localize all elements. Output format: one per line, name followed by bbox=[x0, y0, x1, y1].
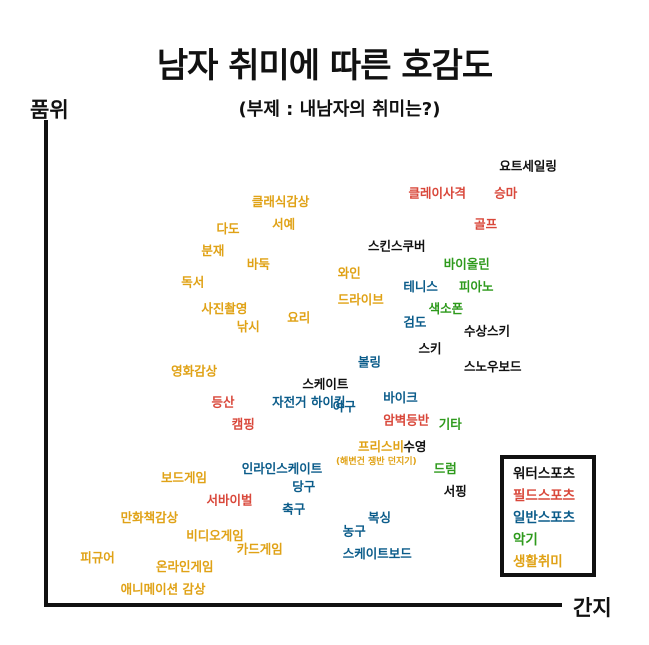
point-label: 등산 bbox=[212, 394, 236, 409]
point-label: 사진촬영 bbox=[201, 301, 247, 316]
legend-item: 악기 bbox=[513, 532, 538, 548]
point-label: 프리스비 bbox=[358, 439, 404, 454]
point-label: 클레이사격 bbox=[408, 185, 466, 200]
point-label: 다도 bbox=[217, 221, 241, 236]
point-label: 서예 bbox=[272, 216, 295, 231]
point-label: 야구 bbox=[333, 399, 357, 414]
point-label: 카드게임 bbox=[237, 541, 283, 556]
point-label: 피아노 bbox=[459, 279, 494, 294]
point-label: 만화책감상 bbox=[121, 510, 179, 525]
point-label: 검도 bbox=[403, 314, 427, 329]
point-label: 스키 bbox=[419, 341, 442, 356]
point-label: 캠핑 bbox=[232, 417, 255, 432]
point-label: 요트세일링 bbox=[499, 159, 557, 174]
point-label: 비디오게임 bbox=[186, 528, 244, 543]
point-label: 스케이트 bbox=[302, 377, 349, 392]
point-label: 보드게임 bbox=[161, 470, 207, 485]
point-label: 볼링 bbox=[358, 354, 381, 369]
point-label: 독서 bbox=[181, 274, 204, 289]
point-label: 피규어 bbox=[80, 550, 115, 565]
point-label: 낚시 bbox=[237, 319, 260, 334]
point-label: 축구 bbox=[282, 501, 306, 516]
chart-title: 남자 취미에 따른 호감도 bbox=[156, 46, 493, 86]
legend-item: 필드스포츠 bbox=[513, 488, 576, 504]
point-label: 농구 bbox=[343, 524, 367, 539]
point-label: 자전거 하이킹 bbox=[272, 394, 345, 409]
legend-item: 일반스포츠 bbox=[513, 510, 576, 526]
point-label: 분재 bbox=[201, 243, 224, 258]
y-axis-label: 품위 bbox=[30, 98, 69, 122]
point-label: 바이크 bbox=[383, 390, 418, 405]
chart-subtitle: (부제 : 내남자의 취미는?) bbox=[238, 99, 441, 120]
point-label: 복싱 bbox=[368, 510, 391, 525]
point-label: 바둑 bbox=[247, 257, 271, 272]
annotation-label: (해변건 쟁반 던지기) bbox=[336, 455, 417, 467]
point-label: 드럼 bbox=[434, 461, 457, 476]
point-label: 인라인스케이트 bbox=[242, 461, 323, 476]
point-label: 온라인게임 bbox=[156, 559, 214, 574]
point-label: 기타 bbox=[439, 417, 463, 432]
point-label: 영화감상 bbox=[171, 363, 218, 378]
point-label: 승마 bbox=[494, 185, 518, 200]
point-label: 서바이벌 bbox=[206, 492, 252, 507]
point-label: 수영 bbox=[403, 439, 426, 454]
point-label: 수상스키 bbox=[464, 323, 510, 338]
point-label: 와인 bbox=[338, 265, 361, 280]
point-label: 스킨스쿠버 bbox=[368, 239, 426, 254]
point-label: 스케이트보드 bbox=[343, 546, 413, 561]
legend-item: 생활취미 bbox=[513, 554, 563, 570]
legend-item: 워터스포츠 bbox=[513, 466, 576, 482]
point-label: 요리 bbox=[287, 310, 310, 325]
point-label: 색소폰 bbox=[429, 301, 464, 316]
point-label: 골프 bbox=[474, 216, 498, 231]
point-label: 테니스 bbox=[403, 279, 438, 294]
x-axis-label: 간지 bbox=[573, 596, 612, 620]
point-label: 암벽등반 bbox=[383, 412, 430, 427]
point-label: 드라이브 bbox=[338, 292, 385, 307]
point-label: 서핑 bbox=[444, 483, 467, 498]
point-label: 바이올린 bbox=[444, 257, 490, 272]
point-label: 클래식감상 bbox=[252, 194, 310, 209]
point-label: 스노우보드 bbox=[464, 359, 522, 374]
point-label: 애니메이션 감상 bbox=[121, 581, 206, 596]
point-label: 당구 bbox=[292, 479, 316, 494]
